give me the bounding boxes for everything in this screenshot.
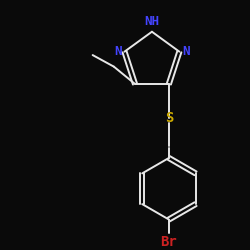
Text: NH: NH: [144, 15, 160, 28]
Text: N: N: [114, 45, 122, 58]
Text: Br: Br: [160, 235, 177, 249]
Text: S: S: [165, 110, 173, 124]
Text: N: N: [182, 45, 190, 58]
